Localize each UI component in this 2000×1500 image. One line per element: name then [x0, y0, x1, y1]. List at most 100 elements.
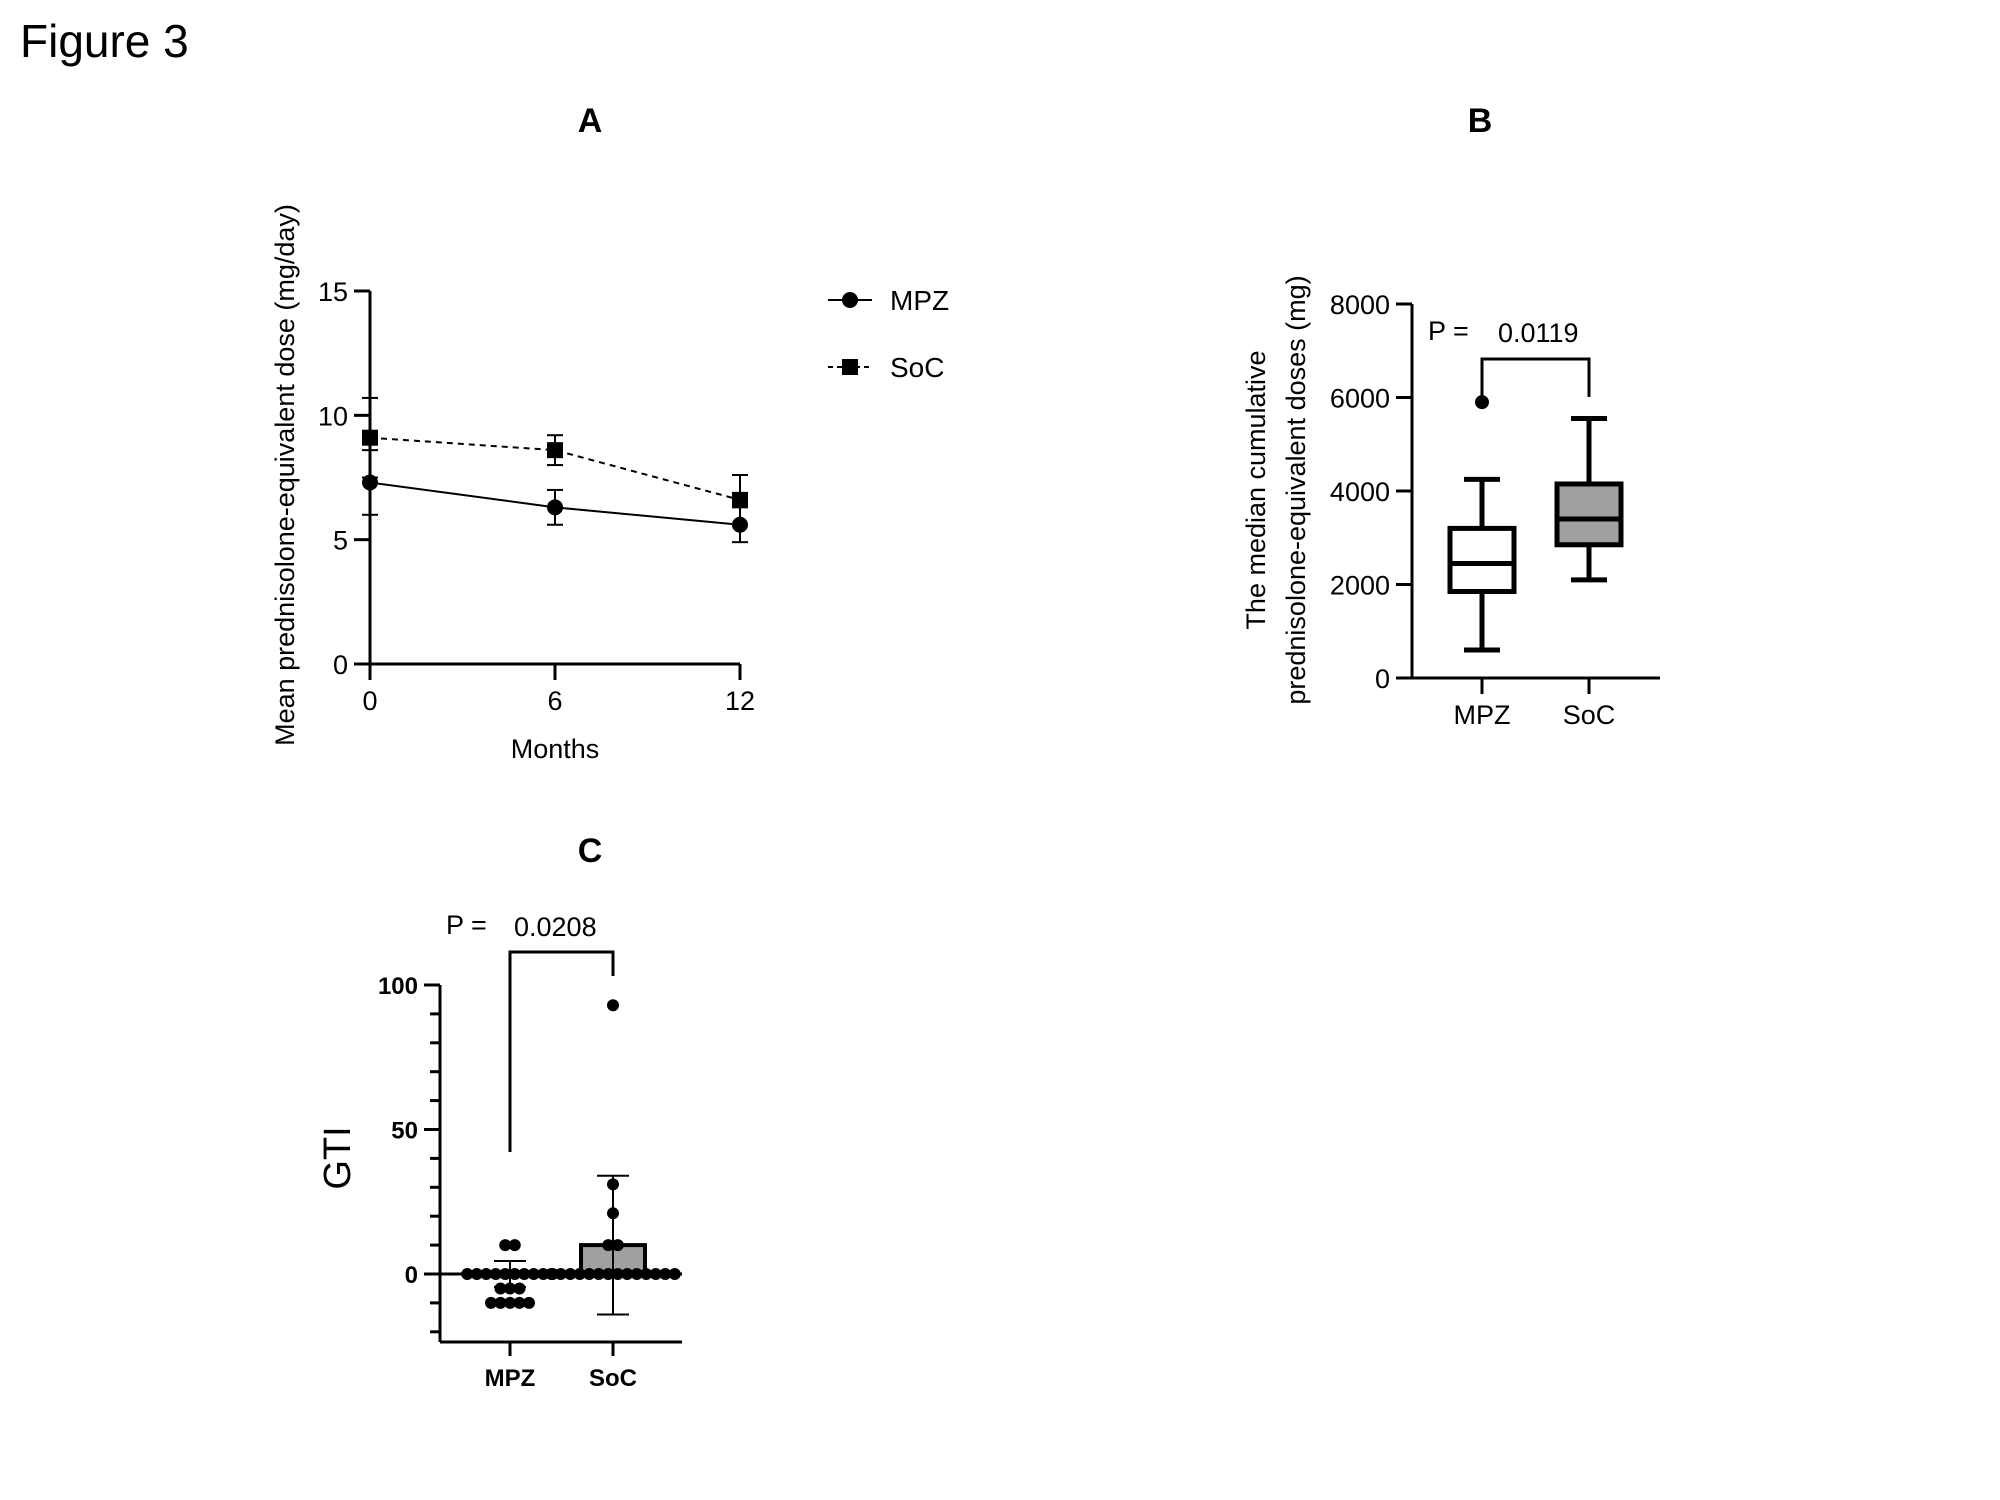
panel-c-point-soc: [607, 1178, 619, 1191]
panel-b-box-soc: [1554, 481, 1624, 548]
panel-c-axes: [438, 985, 682, 1344]
panel-a-legend-label: SoC: [890, 352, 944, 383]
panel-c-point-mpz: [504, 1282, 516, 1295]
panel-b-y-axis-label-line: The median cumulative: [1241, 350, 1271, 629]
panel-a-point-soc: [547, 442, 563, 459]
panel-a-legend: MPZ SoC: [828, 285, 949, 383]
panel-b-x-ticks: MPZ SoC: [1454, 678, 1616, 730]
panel-a-y-axis-label: Mean prednisolone-equivalent dose (mg/da…: [270, 204, 300, 746]
panel-c-point-soc: [621, 1268, 634, 1280]
panel-a-legend-marker: [842, 359, 858, 375]
panel-a-series: [362, 396, 748, 544]
panel-a-axes: [368, 291, 740, 666]
panel-b-x-tick-label: MPZ: [1454, 700, 1511, 730]
panel-b-p-value: 0.0119: [1498, 318, 1579, 348]
panel-a: A 0 5 10 15 0 6 12 Months Mean prednisolone-e…: [270, 102, 949, 764]
panel-c-point-soc: [607, 1207, 619, 1220]
panel-b-box-mpz: [1447, 525, 1517, 595]
panel-a-y-tick-label: 15: [318, 277, 348, 307]
panel-c-y-ticks: 0 50 100: [378, 973, 440, 1334]
panel-a-y-tick-label: 10: [318, 401, 348, 431]
panel-c-point-soc: [592, 1268, 605, 1280]
panel-a-letter: A: [578, 102, 603, 140]
panel-a-legend-label: MPZ: [890, 285, 949, 316]
panel-c-point-mpz: [485, 1296, 497, 1309]
figure-title: Figure 3: [20, 15, 189, 67]
panel-c-point-soc: [640, 1268, 653, 1280]
panel-b-y-axis-label-line: prednisolone-equivalent doses (mg): [1281, 275, 1311, 704]
panel-b-outlier-mpz: [1475, 395, 1489, 410]
panel-a-x-tick-label: 0: [362, 686, 377, 716]
panel-b-p-label: P =: [1428, 316, 1469, 346]
panel-c-point-mpz: [508, 1268, 521, 1280]
panel-c-point-soc: [607, 999, 619, 1012]
panel-c-point-mpz: [513, 1296, 526, 1309]
panel-a-x-ticks: 0 6 12: [362, 664, 755, 716]
panel-c-p-value: 0.0208: [514, 912, 597, 942]
panel-b-y-tick-label: 4000: [1330, 477, 1390, 507]
panel-c-point-soc: [573, 1268, 586, 1280]
panel-b-boxes: [1447, 395, 1624, 653]
panel-c-point-soc: [659, 1268, 672, 1280]
panel-b-letter: B: [1468, 102, 1493, 140]
panel-c-point-mpz: [504, 1296, 516, 1309]
panel-c-point-mpz: [499, 1239, 512, 1252]
panel-b-significance: P = 0.0119: [1428, 316, 1591, 397]
panel-c-point-mpz: [508, 1239, 521, 1252]
panel-a-x-tick-label: 12: [725, 686, 755, 716]
panel-b-y-tick-label: 8000: [1330, 290, 1390, 320]
panel-c-significance: P = 0.0208: [446, 910, 615, 1152]
panel-c-point-soc: [668, 1268, 681, 1280]
panel-c-point-soc: [630, 1268, 643, 1280]
panel-c-point-soc: [611, 1268, 624, 1280]
panel-b-significance-bracket: [1480, 357, 1591, 397]
panel-a-point-soc: [732, 491, 748, 508]
panel-b-y-axis-label: The median cumulative prednisolone-equiva…: [1241, 275, 1311, 704]
panel-b-x-tick-label: SoC: [1563, 700, 1616, 730]
panel-c-point-soc: [564, 1268, 577, 1280]
panel-c-y-tick-label: 50: [391, 1118, 418, 1145]
panel-a-x-tick-label: 6: [547, 686, 562, 716]
panel-c-points: [461, 999, 681, 1309]
panel-c: C 0 50 100 MPZ SoC GTI P = 0.0208: [317, 832, 682, 1392]
panel-b-y-tick-label: 0: [1375, 664, 1390, 694]
panel-a-x-axis-label: Months: [511, 734, 600, 764]
panel-a-series-line-soc: [369, 436, 741, 501]
panel-c-point-mpz: [461, 1268, 474, 1280]
panel-c-y-tick-label: 100: [378, 973, 418, 1000]
panel-c-point-mpz: [480, 1268, 493, 1280]
panel-c-point-mpz: [494, 1282, 507, 1295]
panel-c-p-label: P =: [446, 910, 487, 940]
panel-c-x-tick-label: MPZ: [485, 1365, 536, 1392]
panel-c-point-mpz: [527, 1268, 540, 1280]
panel-a-point-mpz: [547, 499, 563, 516]
panel-a-y-tick-label: 5: [333, 526, 348, 556]
panel-c-point-mpz: [518, 1268, 531, 1280]
panel-c-point-soc: [602, 1239, 615, 1252]
panel-c-point-mpz: [523, 1296, 535, 1309]
panel-c-point-soc: [554, 1268, 567, 1280]
panel-b-y-tick-label: 2000: [1330, 571, 1390, 601]
panel-c-point-soc: [649, 1268, 662, 1280]
panel-c-significance-bracket: [508, 950, 615, 1152]
panel-c-point-mpz: [489, 1268, 502, 1280]
panel-c-point-mpz: [499, 1268, 512, 1280]
panel-c-point-soc: [545, 1268, 558, 1280]
panel-a-y-tick-label: 0: [333, 650, 348, 680]
panel-c-point-mpz: [470, 1268, 483, 1280]
panel-c-point-soc: [583, 1268, 596, 1280]
panel-a-legend-marker: [842, 292, 858, 308]
panel-a-y-ticks: 0 5 10 15: [318, 277, 370, 680]
panel-c-y-tick-label: 0: [405, 1262, 418, 1289]
panel-c-y-axis-label: GTI: [317, 1126, 359, 1189]
panel-b-y-ticks: 0 2000 4000 6000 8000: [1330, 290, 1412, 694]
panel-c-point-mpz: [494, 1296, 507, 1309]
panel-c-x-tick-label: SoC: [589, 1365, 637, 1392]
panel-a-point-soc: [362, 429, 378, 446]
panel-c-point-soc: [602, 1268, 615, 1280]
panel-c-letter: C: [578, 832, 603, 870]
panel-c-point-soc: [611, 1239, 624, 1252]
panel-c-x-ticks: MPZ SoC: [485, 1342, 637, 1392]
panel-b: B 0 2000 4000 6000 8000 MPZ SoC The median cu…: [1241, 102, 1660, 730]
